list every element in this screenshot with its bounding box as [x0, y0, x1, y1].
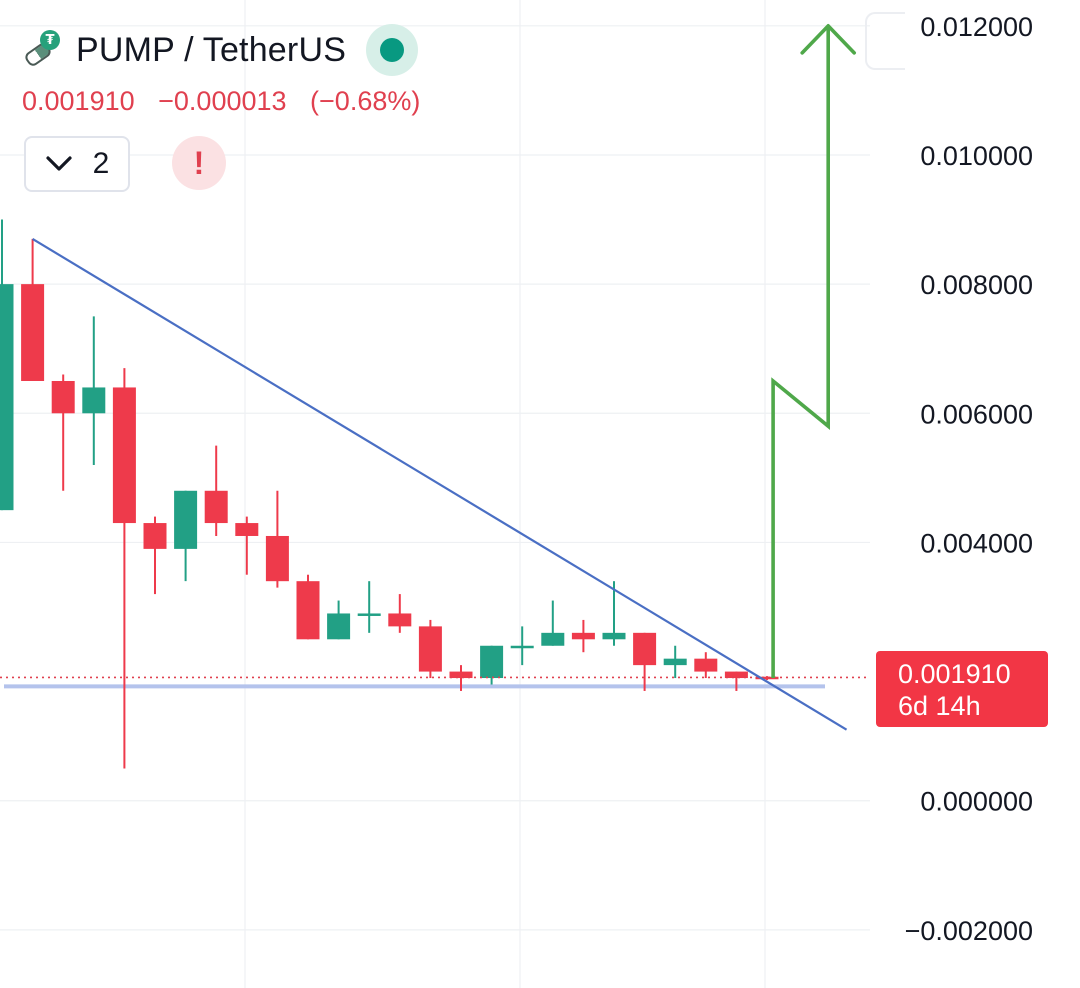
candle: [449, 665, 473, 691]
candle-body: [480, 645, 504, 679]
y-tick-label: 0.000000: [920, 787, 1033, 817]
price-axis[interactable]: 0.012000 0.010000 0.008000 0.006000 0.004000…: [905, 12, 1033, 946]
last-price: 0.001910: [22, 86, 135, 116]
indicator-count: 2: [92, 147, 110, 180]
chart-settings-button[interactable]: [865, 12, 905, 70]
tether-icon: ₮: [40, 30, 60, 50]
y-tick-label: −0.002000: [905, 916, 1033, 946]
candle: [418, 619, 442, 679]
y-tick-label: 0.010000: [920, 141, 1033, 171]
warning-button[interactable]: !: [172, 136, 226, 190]
candle-body: [21, 284, 45, 381]
candle-body: [296, 581, 320, 640]
candle: [21, 238, 45, 381]
exclamation-icon: !: [193, 144, 205, 181]
trendline-segment[interactable]: [32, 237, 848, 731]
market-open-dot-icon: [380, 38, 405, 62]
candle-body: [51, 380, 75, 414]
candle-body: [112, 387, 136, 524]
candle-body: [755, 676, 779, 680]
candle-body: [541, 632, 565, 646]
candle: [388, 594, 412, 633]
price-summary: 0.001910 −0.000013 (−0.68%): [22, 86, 420, 117]
candle: [633, 632, 657, 691]
candle-body: [204, 490, 228, 524]
price-change-percent: (−0.68%): [310, 86, 421, 116]
y-tick-label: 0.006000: [920, 399, 1033, 429]
price-change: −0.000013: [158, 86, 287, 116]
candle: [0, 219, 14, 511]
candle-body: [602, 632, 626, 640]
last-price-tag-value: 0.001910: [898, 659, 1011, 689]
candle-body: [724, 671, 748, 679]
candle: [174, 490, 198, 582]
symbol-title[interactable]: PUMP / TetherUS: [76, 30, 347, 69]
candle: [112, 368, 136, 769]
candle-body: [357, 613, 381, 616]
candle: [663, 645, 687, 679]
candle-body: [174, 490, 198, 549]
candle-body: [143, 523, 167, 549]
projection-arrow[interactable]: [771, 24, 857, 678]
candle-body: [418, 626, 442, 672]
candle: [724, 671, 748, 691]
candle: [235, 516, 259, 575]
candle: [480, 645, 504, 685]
candle: [204, 445, 228, 536]
candle: [327, 600, 351, 640]
candle: [541, 600, 565, 646]
candle: [265, 490, 289, 588]
chart-grid: [0, 0, 870, 988]
indicators-toggle-button[interactable]: 2: [24, 136, 130, 192]
candle-body: [265, 535, 289, 582]
descending-trendline[interactable]: [32, 237, 848, 731]
y-tick-label: 0.004000: [920, 528, 1033, 558]
y-tick-label: 0.008000: [920, 270, 1033, 300]
candlestick-series: [0, 219, 779, 769]
candle: [357, 581, 381, 633]
candle-body: [633, 632, 657, 666]
y-tick-label: 0.012000: [920, 12, 1033, 42]
symbol-header: ₮ PUMP / TetherUS: [22, 24, 419, 76]
candle-body: [388, 613, 412, 627]
candle-body: [510, 645, 534, 649]
market-status-indicator[interactable]: [366, 24, 419, 76]
candle: [602, 581, 626, 646]
candle: [296, 574, 320, 640]
projection-path[interactable]: [771, 25, 831, 678]
candle: [571, 619, 595, 653]
candle: [510, 626, 534, 666]
candle-body: [449, 671, 473, 679]
candle-body: [235, 523, 259, 536]
candle: [755, 676, 779, 680]
candle: [51, 374, 75, 491]
chevron-down-icon: [46, 156, 72, 171]
candle-body: [82, 387, 106, 414]
arrow-head-icon[interactable]: [800, 24, 857, 55]
candle-countdown: 6d 14h: [898, 691, 981, 721]
candle-body: [571, 632, 595, 640]
last-price-tag: 0.001910 6d 14h: [876, 651, 1048, 727]
candle-body: [663, 658, 687, 666]
candle: [694, 652, 718, 679]
candle-body: [0, 284, 14, 511]
candle-body: [327, 613, 351, 640]
candle: [143, 516, 167, 595]
candle-body: [694, 658, 718, 672]
pump-tether-logo-icon: ₮: [22, 30, 62, 70]
candle: [82, 316, 106, 465]
